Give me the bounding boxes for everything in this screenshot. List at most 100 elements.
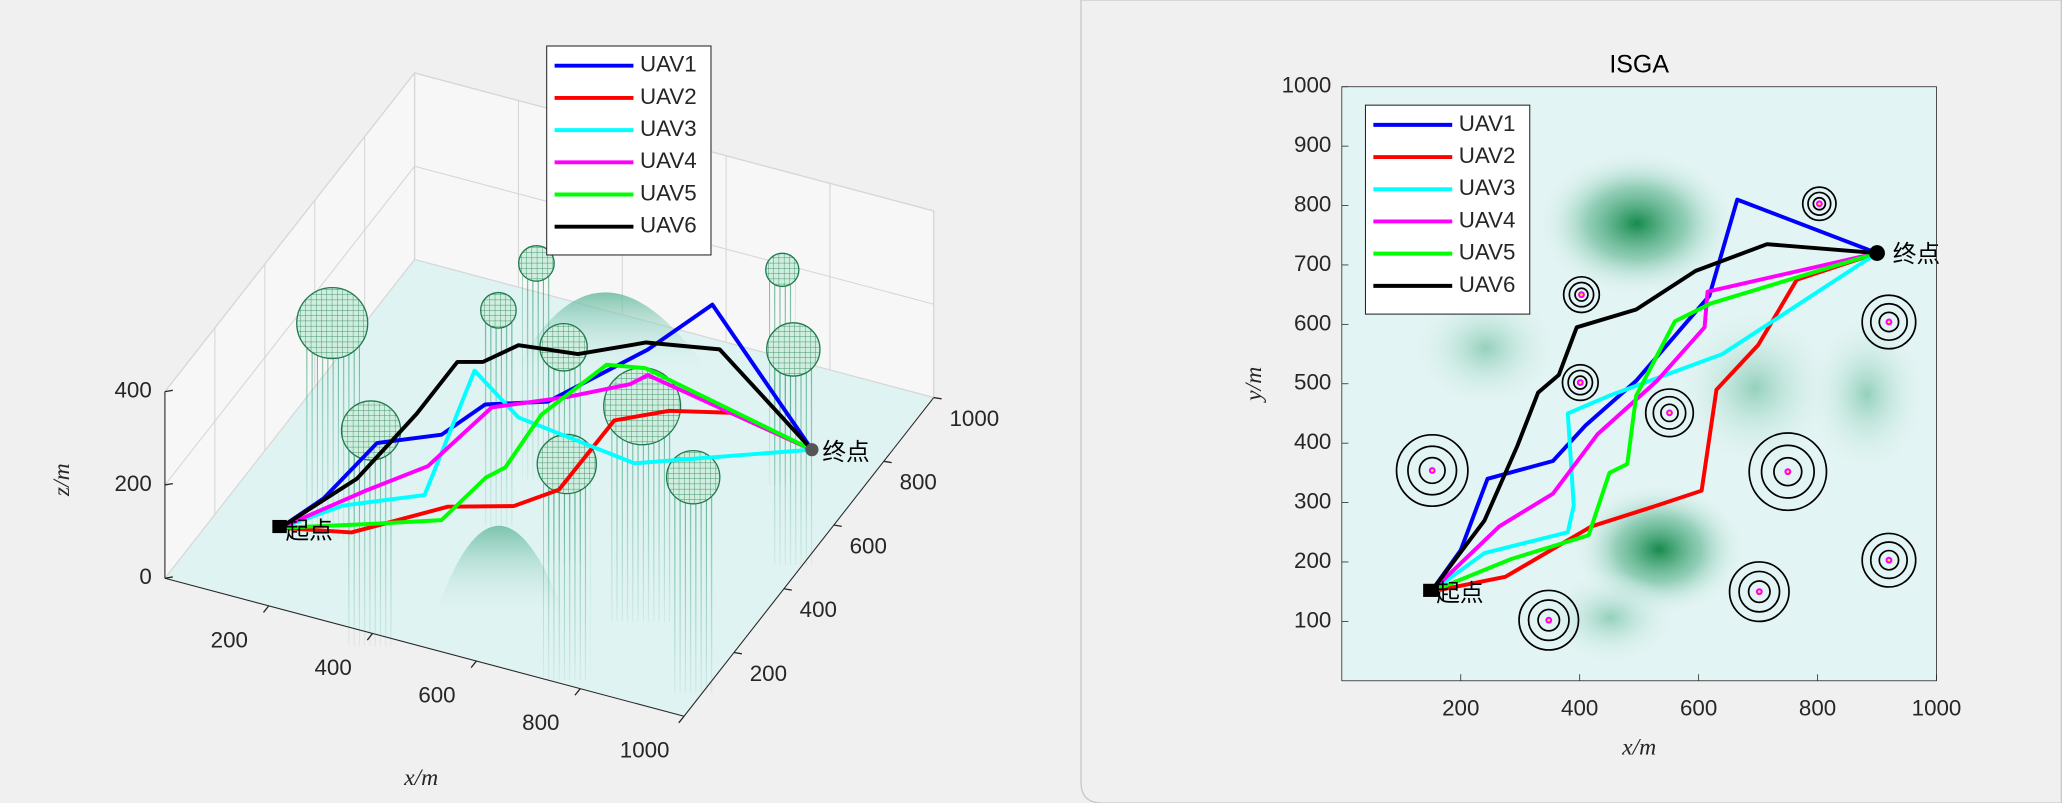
uav-path [279, 368, 813, 530]
obstacle [1395, 433, 1469, 508]
legend-label: UAV1 [1459, 111, 1516, 136]
obstacle-mesh [765, 253, 799, 287]
obstacle-center-dot [1547, 618, 1551, 622]
grid-line [164, 72, 416, 392]
y-tick [783, 588, 792, 591]
y-tick [733, 651, 742, 655]
start-marker [272, 519, 287, 534]
x-tick [678, 715, 685, 724]
obstacle-ring [1573, 375, 1588, 390]
chart-3d: 200 400 600 800 1000 200 400 600 800 1000 0 200 400 x… [49, 45, 1000, 791]
obstacle [1644, 388, 1695, 438]
obstacle [1518, 589, 1580, 651]
grid-line [164, 165, 416, 486]
y-tick-label: 800 [1294, 191, 1331, 216]
obstacle-mesh [539, 323, 588, 371]
z-tick [164, 576, 173, 579]
y-tick-label: 500 [1294, 370, 1331, 395]
y-tick-label: 600 [1294, 310, 1331, 335]
y-tick-label: 400 [800, 597, 837, 622]
x-axis-label: x/m [1621, 735, 1656, 761]
end-marker [805, 443, 819, 457]
legend-label: UAV1 [640, 52, 697, 77]
uav-path [1429, 197, 1878, 593]
y-tick-label: 900 [1294, 132, 1331, 157]
obstacle-ring [1527, 599, 1570, 642]
obstacle-ring [1773, 456, 1803, 487]
y-tick-label: 1000 [1282, 73, 1332, 98]
x-tick-label: 200 [211, 627, 248, 652]
obstacle-center-dot [1580, 293, 1583, 296]
obstacle-ring [1407, 445, 1458, 496]
z-axis-label: z/m [49, 463, 75, 497]
obstacle-ring [1660, 403, 1679, 423]
z-tick-label: 200 [115, 471, 152, 496]
y-axis-label: y/m [1241, 367, 1267, 403]
z-tick [164, 389, 173, 393]
obstacle [1562, 275, 1601, 314]
obstacle [1748, 432, 1828, 512]
x-axis-label: x/m [403, 765, 438, 791]
obstacle-ring [1869, 302, 1908, 342]
z-tick [164, 482, 173, 486]
x-tick-label: 400 [1561, 696, 1598, 721]
uav-path [1429, 251, 1879, 594]
obstacle-ring [1747, 580, 1771, 604]
end-marker [1869, 245, 1885, 261]
legend-label: UAV4 [1459, 207, 1516, 232]
legend-box [546, 45, 712, 256]
grid-line [164, 259, 416, 579]
z-tick-label: 400 [115, 378, 152, 403]
y-tick-label: 800 [900, 470, 937, 495]
obstacle-mesh [537, 434, 597, 494]
obstacle-center-dot [1786, 470, 1790, 473]
uav-path [279, 340, 814, 530]
axes-box [1341, 86, 1937, 682]
obstacle-mesh [296, 287, 368, 359]
obstacle-center-dot [1430, 469, 1434, 472]
chart-2d: 200 400 600 800 1000 100 200 300 400 500 600 700 800… [1241, 50, 1961, 760]
legend-label: UAV3 [1459, 175, 1516, 200]
obstacle-ring [1869, 541, 1908, 580]
obstacle-center-dot [1668, 411, 1671, 415]
obstacle-ring [1574, 287, 1589, 302]
y-tick-label: 600 [850, 533, 887, 558]
obstacle-ring [1878, 549, 1900, 571]
uav-path [1429, 242, 1878, 593]
legend-label: UAV6 [1459, 272, 1516, 297]
annotation: 终点 [822, 438, 869, 466]
obstacle-center-dot [1818, 202, 1821, 206]
uav-path [280, 362, 813, 530]
obstacle-mesh [766, 322, 820, 377]
legend-label: UAV2 [640, 84, 697, 109]
x-tick-label: 800 [1799, 696, 1836, 721]
x-tick-label: 200 [1442, 696, 1479, 721]
legend-label: UAV3 [640, 116, 697, 141]
uav-path [1429, 251, 1878, 594]
obstacle [1728, 561, 1790, 623]
obstacle [1861, 294, 1917, 350]
y-tick-label: 1000 [950, 406, 1000, 431]
x-tick [574, 688, 581, 696]
obstacle-ring [1568, 281, 1595, 308]
obstacle-mesh [480, 292, 517, 329]
obstacle-pillar [772, 349, 815, 566]
annotation: 起点 [1436, 579, 1483, 607]
x-tick-label: 600 [418, 682, 455, 707]
obstacle-ring [1418, 456, 1446, 485]
obstacle-ring [1567, 369, 1594, 396]
x-tick-label: 600 [1680, 696, 1717, 721]
obstacle-ring [1807, 191, 1832, 216]
y-tick-label: 200 [750, 661, 787, 686]
y-tick [933, 396, 942, 400]
uav-path [1430, 251, 1878, 594]
x-tick [470, 660, 477, 669]
obstacle-center-dot [1887, 320, 1891, 324]
x-tick-label: 400 [315, 655, 352, 680]
y-tick-label: 300 [1294, 488, 1331, 513]
legend-label: UAV5 [1459, 240, 1516, 265]
z-tick-label: 0 [139, 564, 151, 589]
y-tick [883, 460, 892, 464]
y-tick-label: 100 [1294, 607, 1331, 632]
